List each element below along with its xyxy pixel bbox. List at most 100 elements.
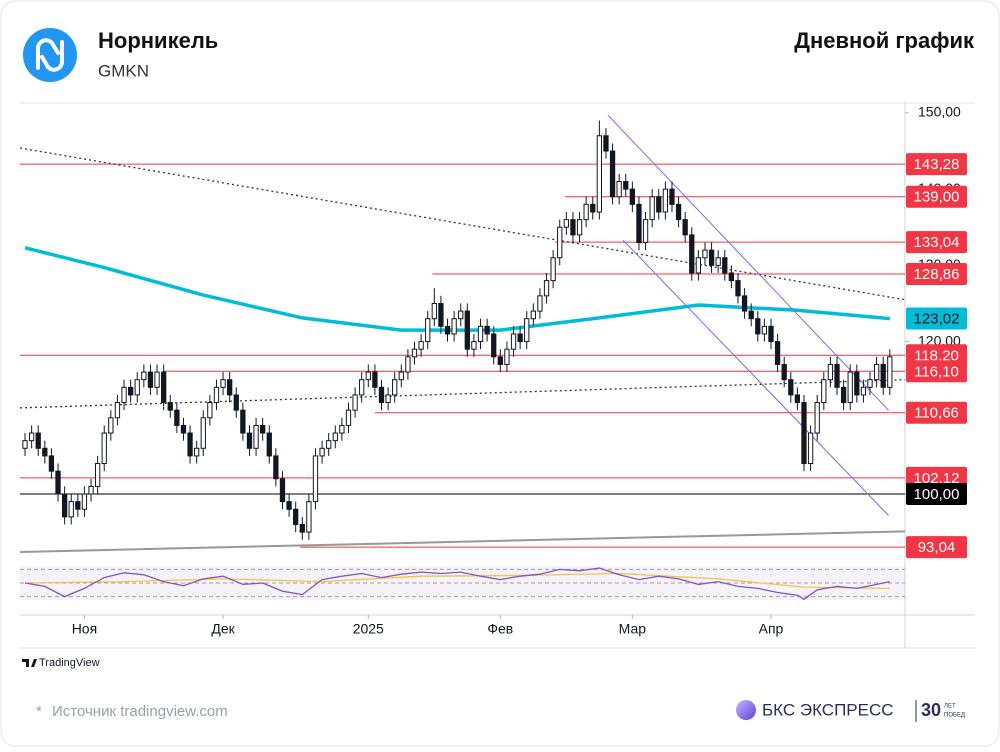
- candle-body: [332, 432, 338, 442]
- ticker: GMKN: [98, 61, 149, 80]
- price-badge-label: 123,02: [914, 311, 960, 328]
- brand-years-b: ПОБЕД: [944, 713, 965, 719]
- candle-body: [497, 356, 503, 365]
- candle-body: [788, 379, 794, 396]
- candle-body: [695, 257, 702, 274]
- candle-body: [682, 219, 688, 236]
- x-tick-label: Апр: [759, 621, 784, 637]
- brand: БКС ЭКСПРЕСС: [762, 700, 894, 719]
- candle-body: [735, 280, 741, 297]
- price-badge: [906, 231, 967, 254]
- price-badge-label: 128,86: [914, 266, 960, 283]
- candle-body: [715, 257, 721, 266]
- candle-body: [345, 409, 352, 426]
- price-badge: [906, 307, 967, 330]
- candle-body: [821, 379, 827, 404]
- candle-body: [504, 348, 510, 365]
- candle-body: [240, 409, 246, 434]
- candle-body: [557, 226, 563, 259]
- candle-body: [61, 493, 68, 518]
- brand-years-a: ЛЕТ: [944, 704, 956, 710]
- candle-body: [81, 493, 88, 510]
- candle-body: [187, 432, 193, 457]
- candle-body: [444, 325, 451, 335]
- price-badge-label: 133,04: [914, 234, 960, 251]
- candle-body: [352, 394, 358, 411]
- candle-body: [616, 181, 622, 198]
- candle-body: [510, 333, 517, 350]
- tv-logo: TradingView: [22, 657, 100, 669]
- candle-body: [530, 310, 536, 320]
- candle-body: [847, 371, 853, 404]
- price-badge: [906, 263, 967, 286]
- price-badge: [906, 153, 967, 176]
- candle-body: [867, 379, 873, 388]
- candle-body: [48, 455, 55, 472]
- candle-body: [484, 325, 490, 335]
- candle-body: [728, 272, 735, 282]
- trend-line: [20, 530, 905, 553]
- candle-body: [458, 310, 464, 320]
- candle-body: [42, 447, 48, 457]
- candle-body: [75, 501, 81, 510]
- candle-body: [306, 501, 312, 533]
- candle-body: [299, 524, 305, 533]
- candle-body: [854, 371, 860, 396]
- candle-body: [741, 295, 748, 312]
- candle-body: [425, 318, 431, 343]
- candle-body: [675, 203, 682, 221]
- candle-body: [438, 302, 444, 327]
- x-tick-label: Фев: [487, 621, 513, 637]
- price-badge-label: 102,12: [914, 470, 960, 487]
- candle-body: [570, 219, 576, 236]
- candle-body: [279, 478, 286, 503]
- candle-body: [405, 356, 411, 373]
- candle-body: [860, 386, 867, 396]
- y-tick-label: 120,00: [918, 332, 961, 348]
- candle-body: [180, 424, 187, 434]
- rsi-ma: [24, 572, 890, 590]
- candle-body: [392, 379, 398, 396]
- candle-body: [636, 203, 642, 243]
- candle-body: [623, 181, 629, 190]
- candle-body: [154, 371, 160, 388]
- candle-body: [167, 402, 173, 411]
- candle-body: [524, 318, 530, 343]
- chart-kind: Дневной график: [794, 28, 975, 53]
- candle-body: [576, 219, 583, 236]
- candle-body: [768, 325, 774, 343]
- candle-body: [873, 363, 880, 381]
- price-badge-label: 116,10: [914, 363, 959, 380]
- candle-body: [451, 318, 457, 335]
- plot: [20, 114, 905, 553]
- candle-body: [431, 302, 437, 320]
- candle-body: [537, 295, 543, 312]
- candle-body: [596, 135, 602, 213]
- candle-body: [398, 371, 404, 381]
- candle-body: [774, 341, 781, 365]
- candle-body: [702, 249, 708, 259]
- price-badge: [906, 360, 967, 383]
- candle-body: [68, 501, 74, 518]
- candle-body: [286, 501, 292, 510]
- candle-body: [708, 249, 715, 266]
- x-tick-label: Дек: [211, 621, 235, 637]
- candle-body: [55, 470, 61, 495]
- candle-body: [794, 394, 801, 404]
- candle-body: [385, 394, 391, 404]
- candle-body: [887, 356, 893, 388]
- candle-body: [319, 447, 325, 457]
- candle-body: [246, 432, 253, 449]
- candle-body: [781, 363, 787, 381]
- candle-body: [161, 371, 167, 404]
- candle-body: [273, 455, 279, 480]
- candle-body: [550, 257, 556, 282]
- source: Источник tradingview.com: [52, 703, 228, 720]
- price-badge: [906, 185, 967, 208]
- candle-body: [827, 363, 834, 381]
- candle-body: [590, 203, 596, 213]
- candle-body: [339, 424, 345, 434]
- candle-body: [411, 348, 418, 358]
- candle-body: [121, 386, 127, 404]
